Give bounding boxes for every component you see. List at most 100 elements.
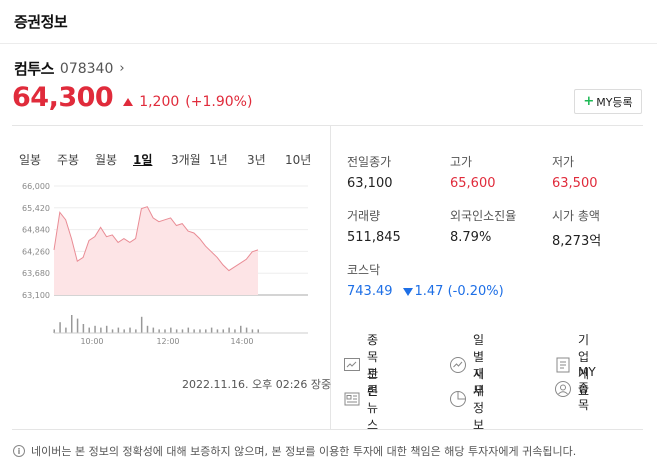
stock-info-panel [12,125,643,430]
document-list-icon [554,356,572,374]
volume-bar [164,329,166,333]
change-percent: (+1.90%) [185,94,253,110]
stat-label: 고가 [450,155,473,169]
stat-volume: 거래량 511,845 [347,207,457,245]
tab-period[interactable]: 주봉 [57,153,80,167]
price-change: 1,200 (+1.90%) [123,94,252,110]
link-company[interactable]: 기업개요 [554,331,589,399]
link-finance[interactable]: 재무정보 [449,365,484,433]
stat-prev-close: 전일종가 63,100 [347,153,457,191]
volume-bar [193,329,195,333]
index-change: 1.47 (-0.20%) [402,284,504,299]
link-discussion[interactable]: 종목토론 [343,331,378,399]
volume-bar [245,327,248,333]
volume-bar [210,327,213,333]
trend-circle-icon [449,356,467,374]
my-register-button[interactable]: + MY등록 [574,89,642,114]
volume-bar [65,327,67,333]
volume-bar [170,327,172,333]
volume-bar [146,325,149,333]
tab-period-active[interactable]: 1일 [133,153,153,167]
y-tick-label: 63,100 [22,291,50,300]
link-daily[interactable]: 일별시세 [449,331,484,399]
volume-bar [257,329,259,333]
y-tick-label: 64,260 [22,247,50,256]
volume-bar [70,315,73,333]
volume-bar [251,329,254,333]
volume-bar [100,327,102,333]
tab-period[interactable]: 3개월 [171,153,201,167]
volume-bar [199,329,201,333]
stat-low: 저가 63,500 [552,153,657,191]
volume-bar [187,327,190,333]
info-icon: i [13,445,25,457]
volume-bar [123,329,125,333]
stat-label: 전일종가 [347,155,392,169]
volume-bar [152,327,155,333]
x-tick-label: 14:00 [230,337,253,346]
stat-label: 코스닥 [347,263,381,277]
x-tick-label: 12:00 [156,337,179,346]
volume-bar [94,325,96,333]
chevron-right-icon: › [119,61,125,76]
tab-period[interactable]: 일봉 [19,153,42,167]
stat-value: 511,845 [347,230,401,245]
stat-value: 63,100 [347,176,393,191]
stock-name: 컴투스 [14,60,54,78]
plus-icon: + [583,94,595,109]
stat-value: 8.79% [450,230,492,245]
volume-bar [117,327,120,333]
volume-bar [158,329,160,333]
disclaimer-text: 네이버는 본 정보의 정확성에 대해 보증하지 않으며, 본 정보를 이용한 투… [31,445,577,458]
price-line [53,206,259,272]
stat-market-cap: 시가 총액 8,273억 [552,207,657,249]
volume-bar [53,329,55,333]
tab-period[interactable]: 월봉 [95,153,118,167]
y-tick-label: 65,420 [22,204,50,213]
volume-bar [82,324,85,333]
index-value: 743.49 [347,284,393,299]
volume-bar [205,329,207,333]
my-register-label: MY등록 [596,95,633,109]
volume-bar [135,329,137,333]
price-chart[interactable]: 66,000 65,420 64,840 64,260 63,680 63,100 10:0… [20,178,310,348]
stat-value: 63,500 [552,176,598,191]
stock-name-link[interactable]: 컴투스 078340 › [14,58,125,79]
price-row: 64,300 1,200 (+1.90%) [12,82,252,113]
y-tick-label: 64,840 [22,226,50,235]
link-label: 관련뉴스 [367,367,379,432]
volume-bar [228,327,230,333]
arrow-down-icon [402,288,413,296]
link-label: 재무정보 [473,367,485,432]
stat-value: 8,273억 [552,234,602,249]
link-label: 종목토론 [367,333,379,398]
tab-period[interactable]: 1년 [209,153,228,167]
stat-index: 코스닥 743.49 1.47 (-0.20%) [347,261,547,299]
period-tabs: 일봉 주봉 월봉 1일 3개월 1년 3년 10년 [19,151,323,168]
x-tick-label: 10:00 [80,337,103,346]
current-price: 64,300 [12,82,114,113]
volume-bar [105,325,108,333]
newspaper-icon [343,390,361,408]
stat-label: 외국인소진율 [450,209,517,223]
tab-period[interactable]: 10년 [285,153,312,167]
volume-bar [76,318,79,333]
link-label: MY종목 [578,365,596,412]
arrow-up-icon [123,98,134,106]
disclaimer: i 네이버는 본 정보의 정확성에 대해 보증하지 않으며, 본 정보를 이용한… [13,443,576,459]
volume-bar [234,329,236,333]
index-value-row: 743.49 1.47 (-0.20%) [347,284,547,299]
section-title: 증권정보 [14,13,68,31]
index-change-text: 1.47 (-0.20%) [414,284,504,299]
volume-bar [222,329,225,333]
tab-period[interactable]: 3년 [247,153,266,167]
volume-bar [129,327,131,333]
stat-label: 시가 총액 [552,209,600,223]
change-amount: 1,200 [139,94,180,110]
link-news[interactable]: 관련뉴스 [343,365,378,433]
y-tick-label: 63,680 [22,269,50,278]
volume-bar [88,327,90,333]
link-my[interactable]: MY종목 [554,365,596,413]
y-tick-label: 66,000 [22,182,50,191]
link-label: 일별시세 [473,333,485,398]
